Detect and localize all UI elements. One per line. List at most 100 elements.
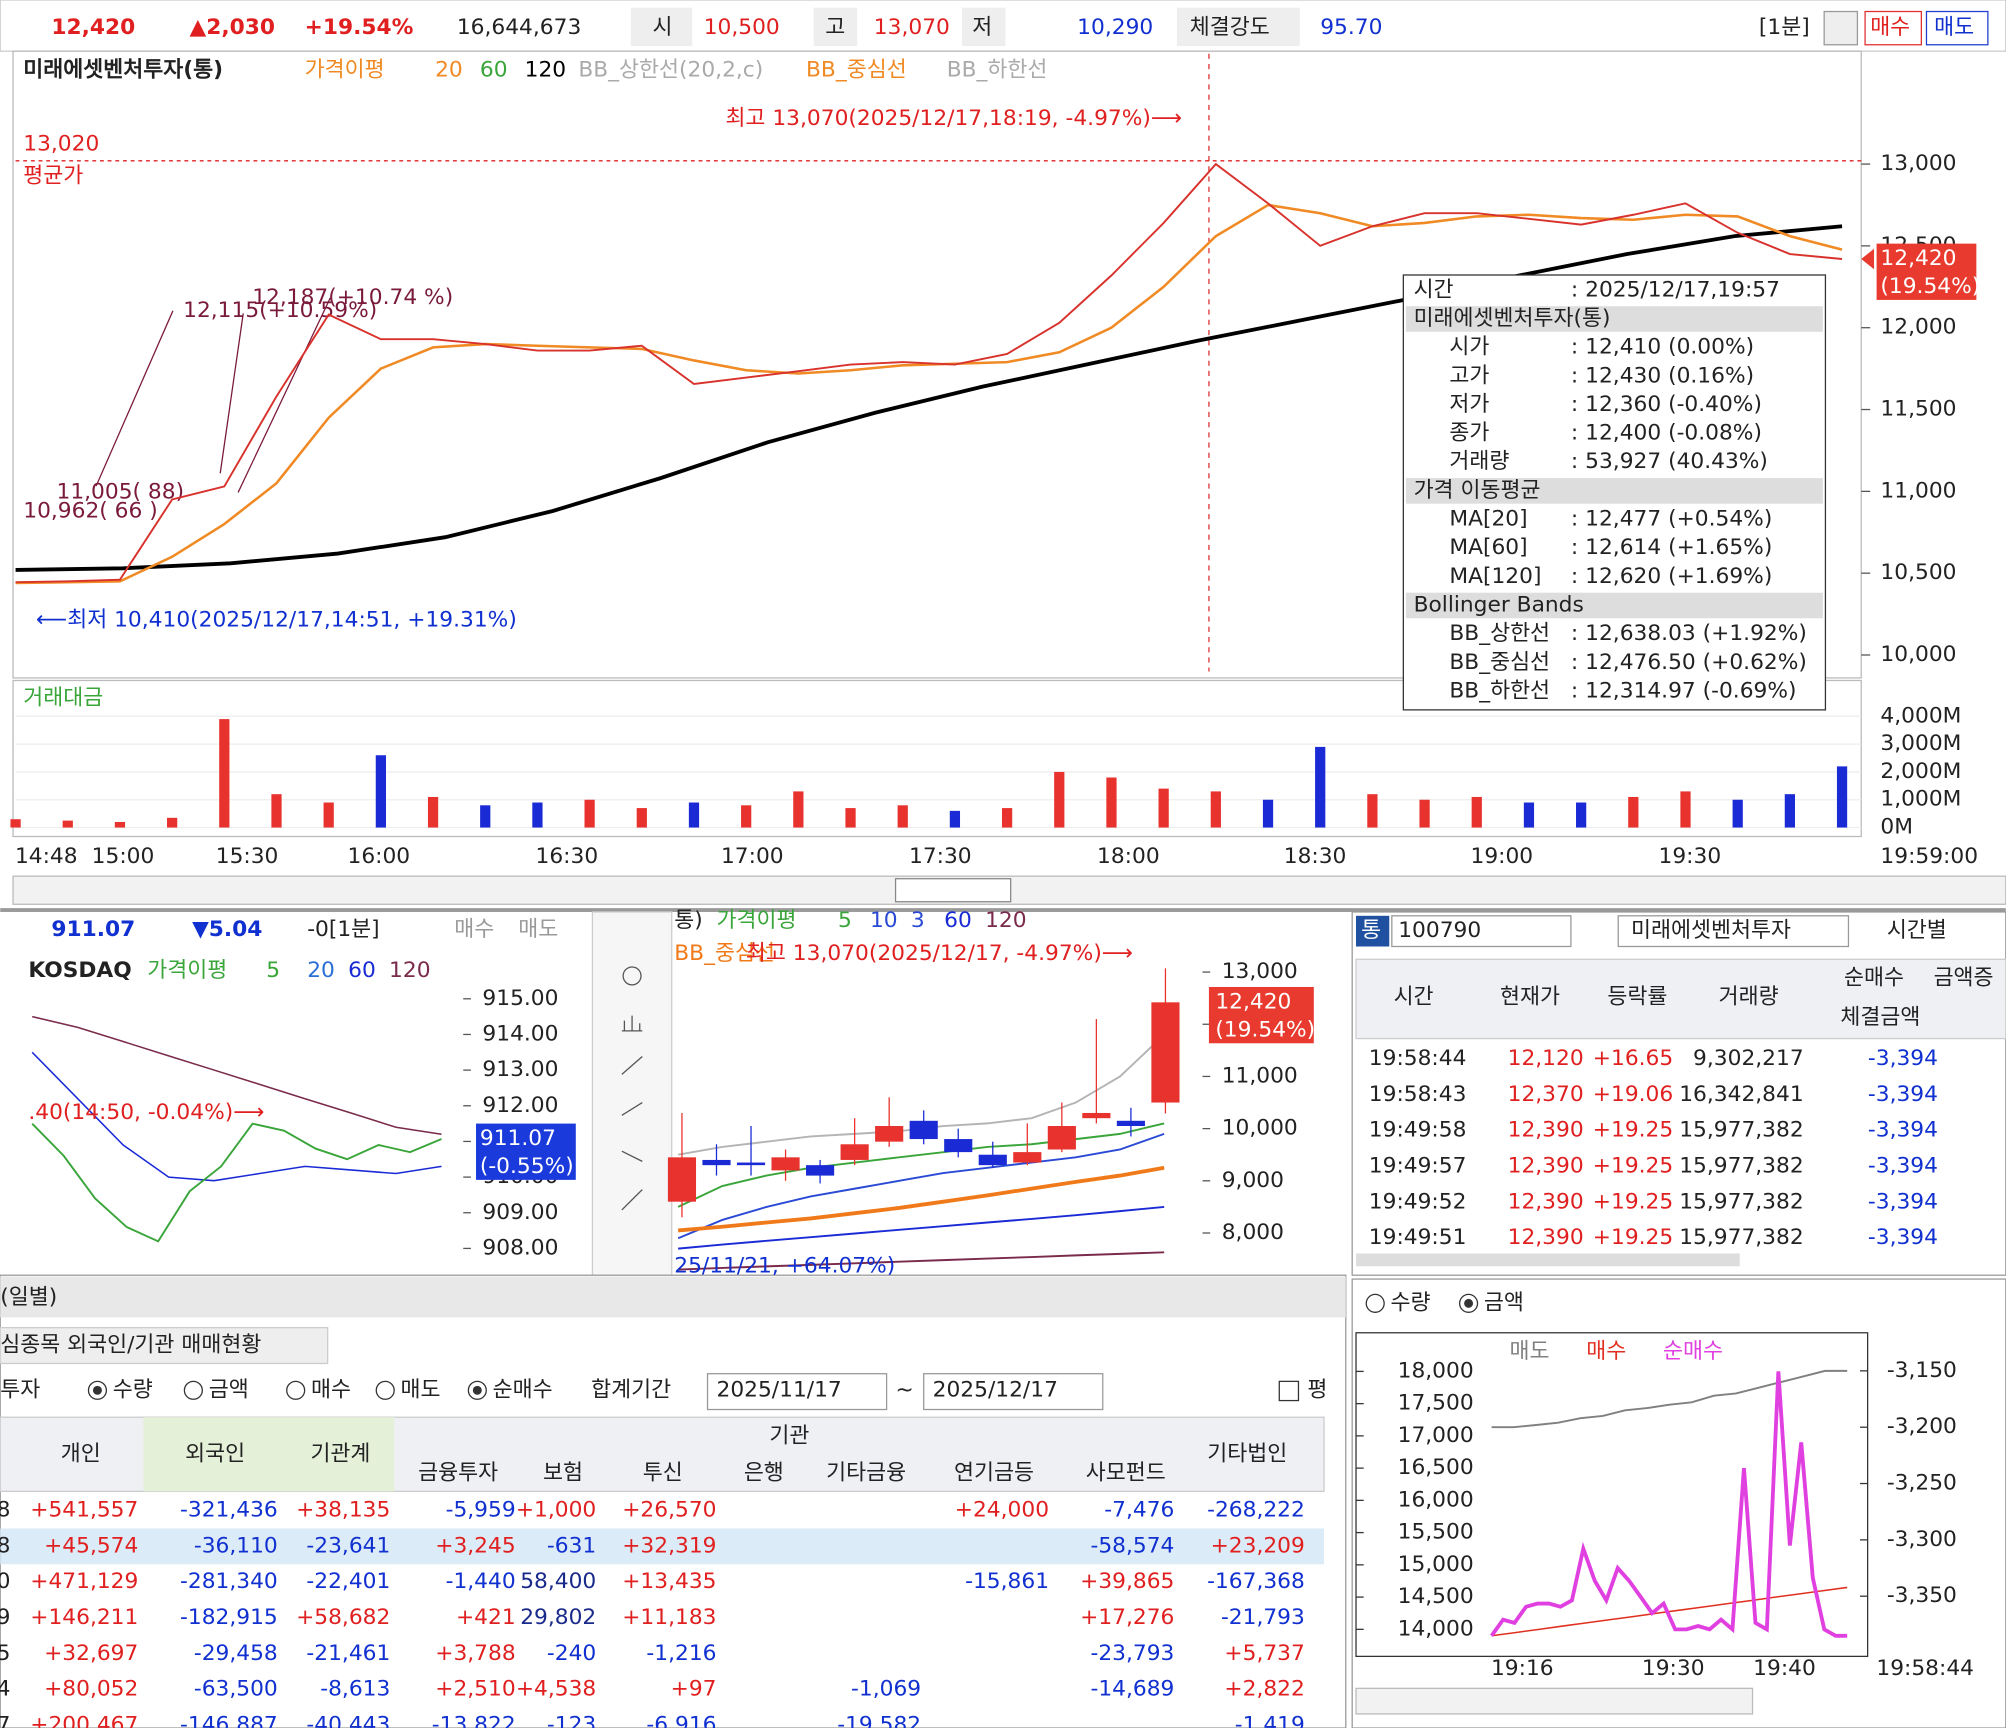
cell: +19.25 (1593, 1118, 1673, 1143)
last-price-arrow (1861, 248, 1875, 270)
y-tick-label: 1,000M (1880, 787, 1961, 812)
code-type-box[interactable] (1356, 915, 1390, 947)
label: (19.54%) (1215, 1017, 1315, 1042)
net-scroll[interactable] (1355, 1687, 1754, 1715)
label: -0[1분] (307, 917, 379, 942)
label: 고 (825, 15, 845, 40)
date-input[interactable] (706, 1373, 888, 1411)
radio[interactable] (1365, 1293, 1385, 1313)
cell: -240 (547, 1641, 596, 1666)
divider (0, 908, 2006, 912)
cell: 19:49:57 (1369, 1153, 1467, 1178)
checkbox[interactable] (1278, 1380, 1300, 1402)
cell: 58,400 (520, 1569, 596, 1594)
annotation: 최고 13,070(2025/12/17,18:19, -4.97%)⟶ (725, 106, 1182, 131)
x-tick-label: 14:48 (15, 844, 78, 869)
candle-body (840, 1144, 869, 1160)
cell: -3,394 (1868, 1118, 1938, 1143)
label: (일별) (0, 1285, 57, 1310)
tooltip-label: 시가 (1449, 335, 1489, 360)
annotation: 12,115(+10.59%) (183, 298, 377, 323)
cell: +19.25 (1593, 1225, 1673, 1250)
cell: +19.25 (1593, 1153, 1673, 1178)
sell-button[interactable] (1925, 10, 1989, 46)
code-input[interactable] (1391, 915, 1572, 948)
tooltip-value: : 12,614 (+1.65%) (1571, 535, 1772, 560)
radio[interactable] (375, 1380, 395, 1400)
cell: -40,443 (306, 1712, 390, 1728)
radio[interactable] (286, 1380, 306, 1400)
radio-dot (1464, 1298, 1474, 1308)
tooltip-label: MA[60] (1449, 535, 1527, 560)
volume-bar (62, 820, 73, 828)
label: (-0.55%) (480, 1154, 574, 1179)
candle-body (667, 1157, 697, 1202)
legend-item: 5 (266, 958, 280, 983)
cell: -1,440 (446, 1569, 516, 1594)
y-tick-label: 10,000 (1880, 642, 1956, 667)
volume-bar (1106, 777, 1117, 828)
tab[interactable] (0, 1327, 329, 1365)
volume-bar (480, 805, 491, 828)
label: 금액 (209, 1377, 249, 1402)
cell: +13,435 (622, 1569, 716, 1594)
buy-button[interactable] (1864, 10, 1922, 46)
tool-icon[interactable] (621, 1150, 643, 1162)
y-tick-label: 12,000 (1880, 315, 1956, 340)
cell: 19:49:51 (1369, 1225, 1467, 1250)
label: 매수 (1870, 15, 1910, 40)
y-tick-label: 17,000 (1398, 1423, 1474, 1448)
x-tick-label: 15:00 (92, 844, 155, 869)
header-highlight (143, 1417, 395, 1492)
last-price: 12,420 (1880, 246, 1956, 271)
tool-icon[interactable] (621, 1015, 643, 1032)
ma-line (678, 1251, 1165, 1271)
leader-line (237, 297, 331, 493)
settings-button[interactable] (1823, 10, 1859, 46)
cell: -23,641 (306, 1533, 390, 1558)
x-tick-label: 19:00 (1471, 844, 1534, 869)
tool-column (591, 911, 673, 1278)
legend-item: 10 (870, 908, 898, 933)
cell: 7 (0, 1712, 10, 1728)
label: 2025/11/17 (716, 1377, 841, 1402)
tool-icon[interactable] (621, 1102, 643, 1116)
label: 시 (653, 15, 673, 40)
ma-line (31, 1051, 442, 1182)
price-panel (12, 50, 1862, 679)
cell: +38,135 (296, 1498, 390, 1523)
column-header: 사모펀드 (1086, 1460, 1166, 1485)
cell: -21,793 (1221, 1605, 1305, 1630)
cell: +2,822 (1224, 1677, 1304, 1702)
cell: +17,276 (1080, 1605, 1174, 1630)
y-tick-label: 14,000 (1398, 1616, 1474, 1641)
x-tick-label: 19:16 (1491, 1656, 1554, 1681)
annotation: 11,005( 88) (57, 479, 185, 504)
x-tick-label: 17:00 (721, 844, 784, 869)
tool-icon[interactable] (621, 1189, 643, 1211)
tool-icon[interactable] (622, 966, 642, 986)
label: 12,420 (1215, 989, 1291, 1014)
label: 가격이평 (305, 57, 385, 82)
tooltip-value: : 12,314.97 (-0.69%) (1571, 678, 1797, 703)
y-tick-label: 912.00 (482, 1093, 558, 1118)
radio[interactable] (183, 1380, 203, 1400)
tool-icon[interactable] (621, 1056, 643, 1075)
label: 2025/12/17 (933, 1377, 1058, 1402)
trade-scroll[interactable] (1356, 1253, 1740, 1267)
label: 거래대금 (23, 685, 103, 710)
name-input[interactable] (1617, 915, 1850, 948)
date-input[interactable] (923, 1373, 1104, 1411)
cell: -63,500 (194, 1677, 278, 1702)
cell: 12,390 (1508, 1118, 1584, 1143)
label: 순매수 (493, 1377, 553, 1402)
label: 가격이평 (147, 958, 227, 983)
tooltip-label: MA[120] (1449, 564, 1541, 589)
tooltip-value: : 12,360 (-0.40%) (1571, 392, 1762, 417)
scroll-thumb[interactable] (894, 878, 1012, 903)
y-tick-label: 11,500 (1880, 397, 1956, 422)
tooltip-section (1405, 592, 1823, 619)
cell: 19:58:43 (1369, 1082, 1467, 1107)
row-highlight (0, 1528, 1325, 1565)
tooltip-section (1405, 478, 1823, 504)
